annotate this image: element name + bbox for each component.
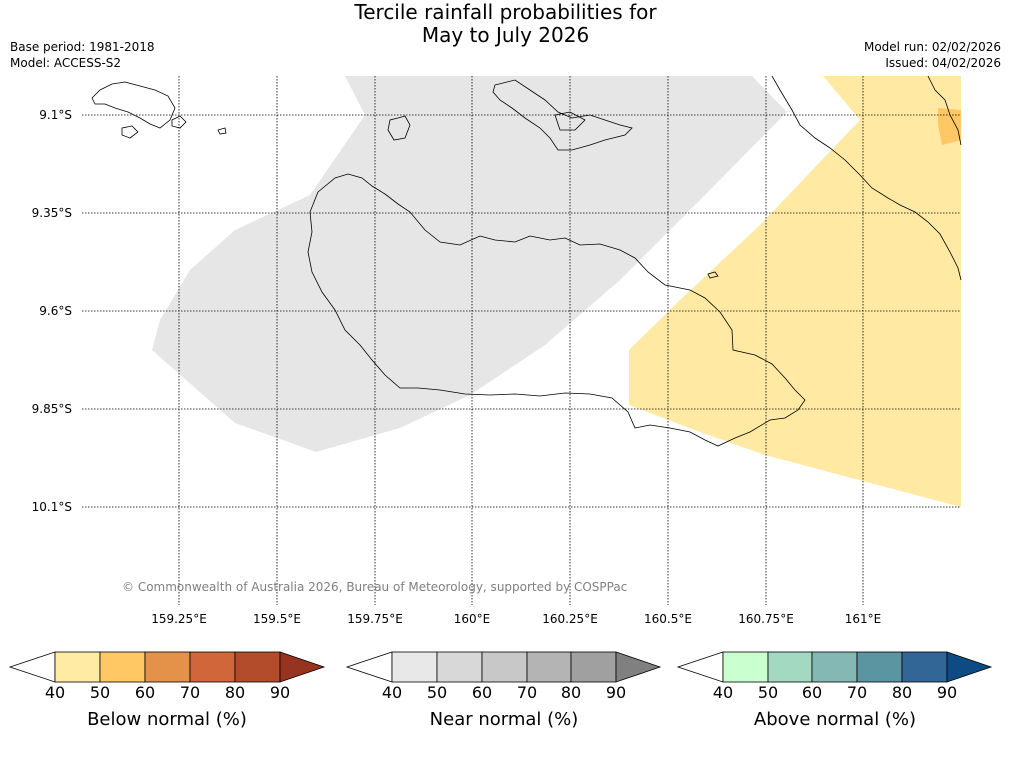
coastlines (91, 75, 962, 447)
colorbar-above-arrow-left (676, 651, 724, 683)
colorbar-below-arrow-right (279, 651, 326, 683)
colorbar-near-swatch-5 (570, 651, 617, 683)
chart-title-line1: Tercile rainfall probabilities for (354, 0, 657, 24)
lon-label: 159.25°E (151, 612, 207, 626)
colorbar-above-swatch-1 (722, 651, 769, 683)
model-name: Model: ACCESS-S2 (10, 56, 122, 70)
colorbar-above-swatch-5 (901, 651, 948, 683)
coastline-russell-islet-2 (171, 115, 187, 129)
lat-label: 9.1°S (39, 108, 72, 122)
copyright-notice: © Commonwealth of Australia 2026, Bureau… (122, 580, 628, 594)
colorbar-near-tick: 40 (381, 683, 403, 702)
lat-label: 9.85°S (31, 402, 72, 416)
colorbar-below-swatch-2 (99, 651, 146, 683)
colorbar-below-tick: 50 (89, 683, 111, 702)
colorbar-below-tick: 60 (134, 683, 156, 702)
below-normal-region (629, 76, 961, 507)
lon-label: 160.5°E (644, 612, 692, 626)
colorbar-near-tick: 60 (471, 683, 493, 702)
colorbar-above-tick: 40 (712, 683, 734, 702)
lon-label: 160°E (453, 612, 491, 626)
colorbar-near-arrow-left (345, 651, 393, 683)
lon-label: 159.5°E (253, 612, 301, 626)
lon-label: 160.75°E (738, 612, 794, 626)
colorbar-near-tick: 70 (516, 683, 538, 702)
colorbar-above-tick: 60 (801, 683, 823, 702)
colorbar-near-swatch-4 (526, 651, 572, 683)
colorbar-below-label: Below normal (%) (87, 709, 247, 730)
colorbar-above-tick: 70 (846, 683, 868, 702)
coastline-russell-islet-3 (217, 127, 227, 135)
coastline-ngella-east (554, 111, 586, 131)
colorbar-below-swatch-4 (189, 651, 236, 683)
lat-label: 10.1°S (31, 500, 72, 514)
colorbar-above-swatch-2 (767, 651, 813, 683)
colorbar-below-tick: 80 (224, 683, 246, 702)
lon-label: 161°E (844, 612, 882, 626)
coastline-russell-islands (91, 81, 176, 129)
colorbar-near-label: Near normal (%) (429, 709, 579, 730)
model-run-date: Model run: 02/02/2026 (863, 40, 1001, 54)
colorbar-above-arrow-right (946, 651, 993, 683)
issued-date: Issued: 04/02/2026 (885, 56, 1001, 70)
colorbar-above-normal (676, 651, 993, 683)
colorbar-below-tick: 40 (44, 683, 66, 702)
lat-label: 9.35°S (31, 206, 72, 220)
colorbar-near-tick: 50 (426, 683, 448, 702)
coastline-savo-island (387, 115, 411, 141)
colorbar-below-swatch-3 (144, 651, 191, 683)
colorbar-above-tick: 80 (891, 683, 913, 702)
colorbar-below-normal (8, 651, 326, 683)
colorbar-above-tick: 90 (936, 683, 958, 702)
lon-label: 159.75°E (347, 612, 403, 626)
base-period: Base period: 1981-2018 (10, 40, 155, 54)
coastline-russell-islet-1 (121, 125, 139, 139)
coastline-main-island (307, 173, 806, 447)
colorbar-near-swatch-2 (436, 651, 483, 683)
colorbar-near-swatch-1 (391, 651, 438, 683)
colorbar-below-swatch-1 (54, 651, 101, 683)
colorbar-below-arrow-left (8, 651, 56, 683)
colorbar-above-tick: 50 (757, 683, 779, 702)
colorbar-above-swatch-4 (856, 651, 903, 683)
colorbar-near-normal (345, 651, 662, 683)
gridlines (82, 76, 961, 605)
coastline-ngella-islands (492, 79, 633, 151)
near-normal-region (152, 76, 787, 452)
colorbar-below-swatch-5 (234, 651, 281, 683)
coastline-malaita (771, 75, 962, 281)
colorbar-near-swatch-3 (481, 651, 528, 683)
colorbar-above-swatch-3 (811, 651, 858, 683)
colorbar-below-tick: 70 (179, 683, 201, 702)
metadata-right: Model run: 02/02/2026 Issued: 04/02/2026 (864, 39, 1001, 71)
lon-label: 160.25°E (542, 612, 598, 626)
coastline-malaita-north (927, 75, 962, 146)
chart-title-line2: May to July 2026 (421, 23, 590, 47)
colorbar-above-label: Above normal (%) (753, 709, 917, 730)
colorbar-near-tick: 90 (605, 683, 627, 702)
coastline-small-island (707, 271, 719, 279)
below-normal-region-50 (938, 108, 961, 145)
metadata-left: Base period: 1981-2018 Model: ACCESS-S2 (10, 39, 155, 71)
lat-label: 9.6°S (39, 304, 72, 318)
colorbar-near-arrow-right (615, 651, 662, 683)
colorbar-below-tick: 90 (269, 683, 291, 702)
colorbar-near-tick: 80 (560, 683, 582, 702)
